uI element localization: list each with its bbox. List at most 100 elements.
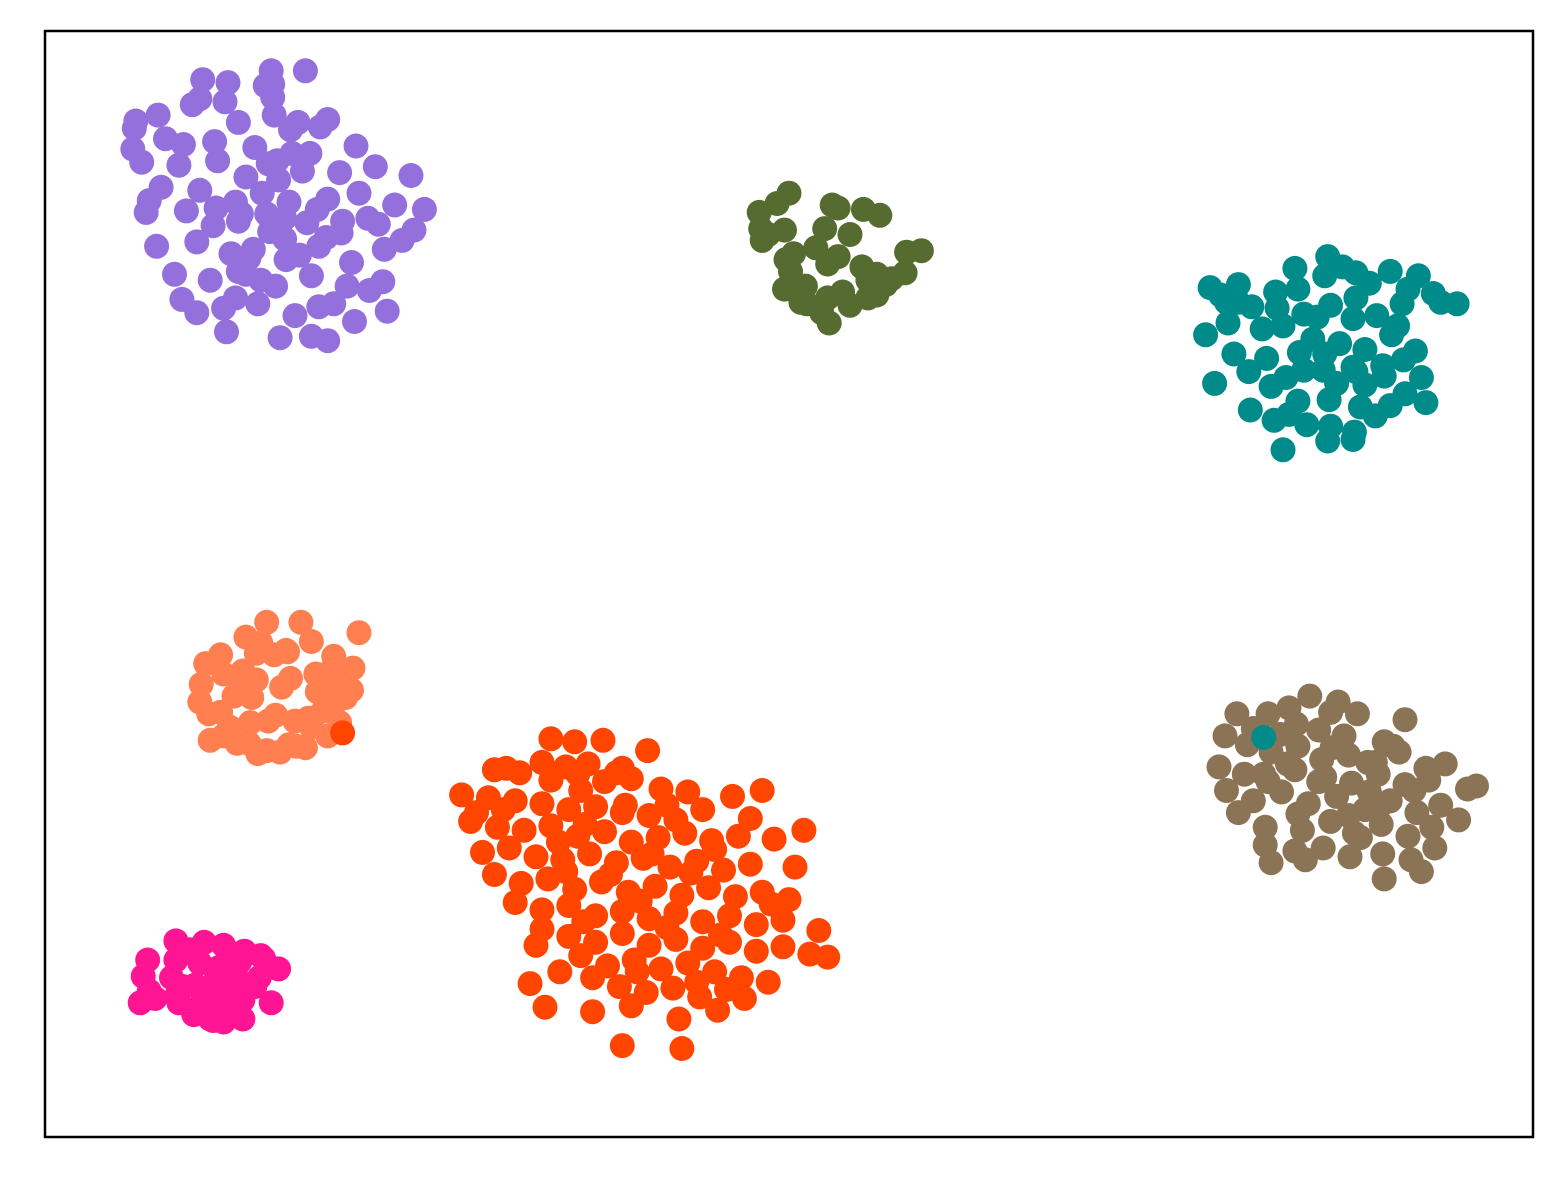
scatter-point — [288, 609, 314, 635]
scatter-point — [282, 303, 308, 329]
scatter-point — [170, 974, 196, 1000]
scatter-point — [233, 164, 259, 190]
scatter-point — [696, 875, 722, 901]
scatter-point — [255, 708, 281, 734]
scatter-point — [815, 944, 841, 970]
scatter-point — [298, 714, 324, 740]
scatter-point — [806, 918, 832, 943]
scatter-point — [230, 1006, 256, 1032]
scatter-point — [690, 909, 716, 935]
scatter-point — [1315, 428, 1341, 454]
scatter-point — [1340, 427, 1366, 452]
scatter-point — [1370, 353, 1396, 379]
scatter-point — [191, 929, 217, 955]
scatter-point — [529, 897, 555, 923]
scatter-point — [1306, 769, 1332, 795]
scatter-point — [272, 226, 298, 252]
scatter-point — [339, 250, 364, 275]
scatter-point — [330, 720, 356, 746]
scatter-point — [660, 975, 686, 1001]
scatter-point — [711, 857, 736, 883]
scatter-point — [755, 222, 781, 247]
scatter-point — [248, 943, 274, 969]
scatter-point — [1352, 372, 1378, 398]
scatter-point — [279, 140, 305, 166]
scatter-point — [237, 710, 263, 736]
scatter-point — [1225, 272, 1251, 298]
series-0 — [120, 58, 437, 354]
scatter-point — [618, 993, 644, 1019]
scatter-point — [568, 778, 594, 803]
scatter-point — [737, 851, 763, 877]
scatter-point — [1251, 761, 1277, 787]
series-7 — [127, 928, 292, 1035]
scatter-point — [1352, 337, 1378, 362]
scatter-point — [725, 823, 751, 849]
scatter-point — [657, 854, 683, 880]
scatter-point — [1283, 711, 1309, 737]
scatter-point — [215, 70, 241, 96]
scatter-point — [538, 767, 564, 793]
scatter-point — [162, 261, 187, 287]
scatter-point — [1340, 354, 1366, 380]
scatter-point — [1269, 779, 1294, 805]
scatter-point — [191, 978, 217, 1004]
scatter-point — [855, 267, 881, 293]
scatter-point — [1364, 303, 1390, 329]
scatter-point — [1285, 801, 1311, 827]
scatter-point — [208, 699, 234, 725]
scatter-point — [1221, 341, 1247, 367]
scatter-point — [1325, 689, 1351, 715]
scatter-point — [572, 811, 598, 837]
scatter-point — [382, 192, 408, 218]
scatter-point — [624, 959, 650, 985]
scatter-point — [313, 225, 339, 250]
scatter-point — [298, 629, 324, 654]
scatter-point — [1312, 341, 1338, 367]
scatter-point — [1276, 401, 1302, 427]
scatter-point — [1392, 707, 1418, 733]
scatter-point — [1297, 683, 1323, 709]
scatter-point — [654, 792, 680, 818]
scatter-point — [568, 943, 594, 969]
scatter-point — [720, 783, 745, 809]
scatter-point — [267, 325, 293, 351]
scatter-point — [292, 58, 318, 84]
scatter-point — [758, 891, 784, 917]
scatter-point — [1395, 823, 1421, 849]
scatter-point — [669, 1036, 695, 1061]
scatter-point — [1408, 859, 1434, 885]
scatter-point — [517, 971, 543, 997]
scatter-point — [1212, 723, 1238, 749]
scatter-point — [1422, 835, 1448, 861]
scatter-point — [242, 974, 268, 1000]
scatter-point — [1304, 304, 1330, 330]
scatter-point — [1254, 345, 1280, 371]
scatter-point — [1319, 735, 1345, 761]
scatter-point — [749, 778, 775, 803]
scatter-point — [321, 291, 347, 317]
scatter-point — [184, 300, 210, 326]
scatter-point — [690, 797, 716, 823]
scatter-point — [648, 956, 674, 982]
series-1 — [746, 180, 934, 336]
scatter-point — [286, 242, 312, 268]
scatter-point — [1263, 279, 1289, 305]
scatter-point — [511, 817, 537, 843]
scatter-point — [187, 177, 213, 203]
scatter-point — [1419, 814, 1445, 840]
scatter-point — [315, 328, 341, 354]
scatter-point — [145, 102, 171, 128]
scatter-point — [214, 319, 239, 345]
scatter-point — [1224, 701, 1250, 727]
scatter-point — [1258, 373, 1284, 399]
scatter-point — [592, 819, 617, 845]
scatter-point — [1306, 717, 1332, 743]
scatter-point — [224, 730, 250, 756]
scatter-point — [908, 238, 934, 264]
scatter-point — [825, 244, 851, 270]
scatter-point — [245, 741, 271, 767]
scatter-point — [245, 291, 271, 317]
scatter-point — [343, 133, 369, 159]
